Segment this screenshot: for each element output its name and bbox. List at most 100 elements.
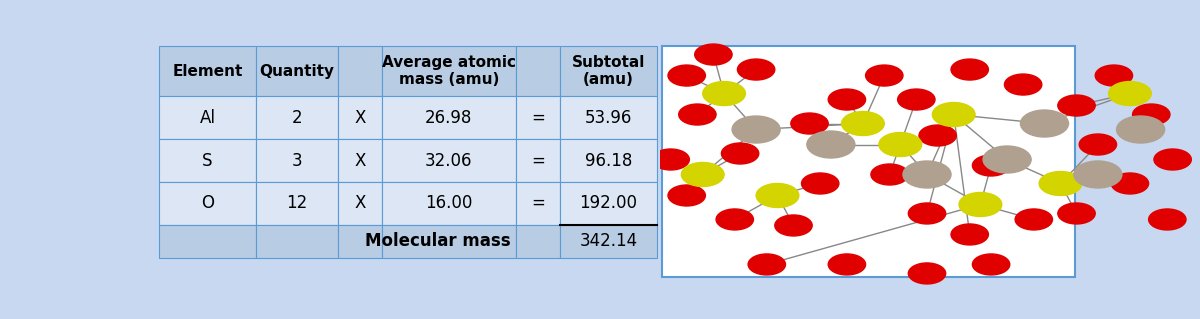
FancyBboxPatch shape (337, 96, 382, 139)
Circle shape (828, 89, 865, 110)
Text: 192.00: 192.00 (580, 194, 637, 212)
Circle shape (1133, 104, 1170, 125)
FancyBboxPatch shape (560, 182, 656, 225)
FancyBboxPatch shape (160, 182, 256, 225)
Text: X: X (354, 152, 366, 169)
FancyBboxPatch shape (661, 46, 1075, 277)
FancyBboxPatch shape (337, 46, 382, 96)
FancyBboxPatch shape (256, 225, 337, 258)
Circle shape (756, 183, 799, 207)
Circle shape (806, 131, 854, 158)
Text: 32.06: 32.06 (425, 152, 473, 169)
Circle shape (1109, 82, 1151, 106)
Circle shape (716, 209, 754, 230)
Circle shape (932, 102, 976, 127)
Circle shape (668, 65, 706, 86)
Circle shape (1111, 173, 1148, 194)
Circle shape (871, 164, 908, 185)
FancyBboxPatch shape (516, 225, 560, 258)
Text: Al: Al (199, 109, 216, 127)
FancyBboxPatch shape (560, 225, 656, 258)
Circle shape (748, 254, 786, 275)
Text: =: = (532, 194, 545, 212)
FancyBboxPatch shape (256, 139, 337, 182)
FancyBboxPatch shape (160, 96, 256, 139)
Circle shape (1004, 74, 1042, 95)
FancyBboxPatch shape (337, 225, 382, 258)
FancyBboxPatch shape (382, 96, 516, 139)
Circle shape (738, 59, 775, 80)
Text: =: = (532, 152, 545, 169)
Circle shape (1154, 149, 1192, 170)
FancyBboxPatch shape (256, 182, 337, 225)
Circle shape (841, 112, 884, 136)
Circle shape (828, 254, 865, 275)
FancyBboxPatch shape (560, 46, 656, 96)
Circle shape (1074, 161, 1122, 188)
Circle shape (1116, 116, 1165, 143)
Circle shape (919, 125, 956, 146)
Circle shape (1039, 172, 1082, 196)
Text: 53.96: 53.96 (584, 109, 632, 127)
FancyBboxPatch shape (560, 96, 656, 139)
Circle shape (721, 143, 758, 164)
FancyBboxPatch shape (560, 139, 656, 182)
FancyBboxPatch shape (160, 46, 256, 96)
Circle shape (775, 215, 812, 236)
FancyBboxPatch shape (382, 225, 516, 258)
FancyBboxPatch shape (256, 46, 337, 96)
Circle shape (1020, 110, 1068, 137)
FancyBboxPatch shape (516, 96, 560, 139)
Circle shape (791, 113, 828, 134)
FancyBboxPatch shape (256, 96, 337, 139)
Text: Subtotal
(amu): Subtotal (amu) (572, 55, 646, 87)
Circle shape (1096, 65, 1133, 86)
Circle shape (732, 116, 780, 143)
Text: 3: 3 (292, 152, 302, 169)
Circle shape (972, 254, 1009, 275)
Circle shape (952, 59, 989, 80)
Text: Average atomic
mass (amu): Average atomic mass (amu) (382, 55, 516, 87)
Text: 342.14: 342.14 (580, 232, 637, 250)
FancyBboxPatch shape (382, 182, 516, 225)
Text: Molecular mass: Molecular mass (366, 232, 511, 250)
Text: O: O (202, 194, 214, 212)
FancyBboxPatch shape (160, 139, 256, 182)
Text: X: X (354, 109, 366, 127)
FancyBboxPatch shape (516, 46, 560, 96)
FancyBboxPatch shape (382, 139, 516, 182)
Circle shape (1058, 203, 1096, 224)
Text: 16.00: 16.00 (425, 194, 473, 212)
Text: =: = (532, 109, 545, 127)
Circle shape (703, 82, 745, 106)
FancyBboxPatch shape (516, 182, 560, 225)
Text: Element: Element (173, 63, 242, 78)
Circle shape (898, 89, 935, 110)
Text: 2: 2 (292, 109, 302, 127)
Circle shape (679, 104, 716, 125)
Text: S: S (203, 152, 212, 169)
Circle shape (1058, 95, 1096, 116)
Circle shape (652, 149, 689, 170)
Circle shape (1079, 134, 1116, 155)
Circle shape (682, 162, 724, 187)
Text: Quantity: Quantity (259, 63, 334, 78)
FancyBboxPatch shape (160, 225, 256, 258)
Text: 12: 12 (286, 194, 307, 212)
FancyBboxPatch shape (337, 139, 382, 182)
Circle shape (983, 146, 1031, 173)
Circle shape (908, 203, 946, 224)
FancyBboxPatch shape (516, 139, 560, 182)
Circle shape (1148, 209, 1186, 230)
Circle shape (802, 173, 839, 194)
Circle shape (972, 155, 1009, 176)
Circle shape (1015, 209, 1052, 230)
Circle shape (952, 224, 989, 245)
Circle shape (878, 132, 922, 157)
Text: 26.98: 26.98 (425, 109, 473, 127)
Circle shape (695, 44, 732, 65)
FancyBboxPatch shape (382, 46, 516, 96)
Circle shape (902, 161, 952, 188)
Circle shape (959, 192, 1002, 217)
FancyBboxPatch shape (337, 182, 382, 225)
